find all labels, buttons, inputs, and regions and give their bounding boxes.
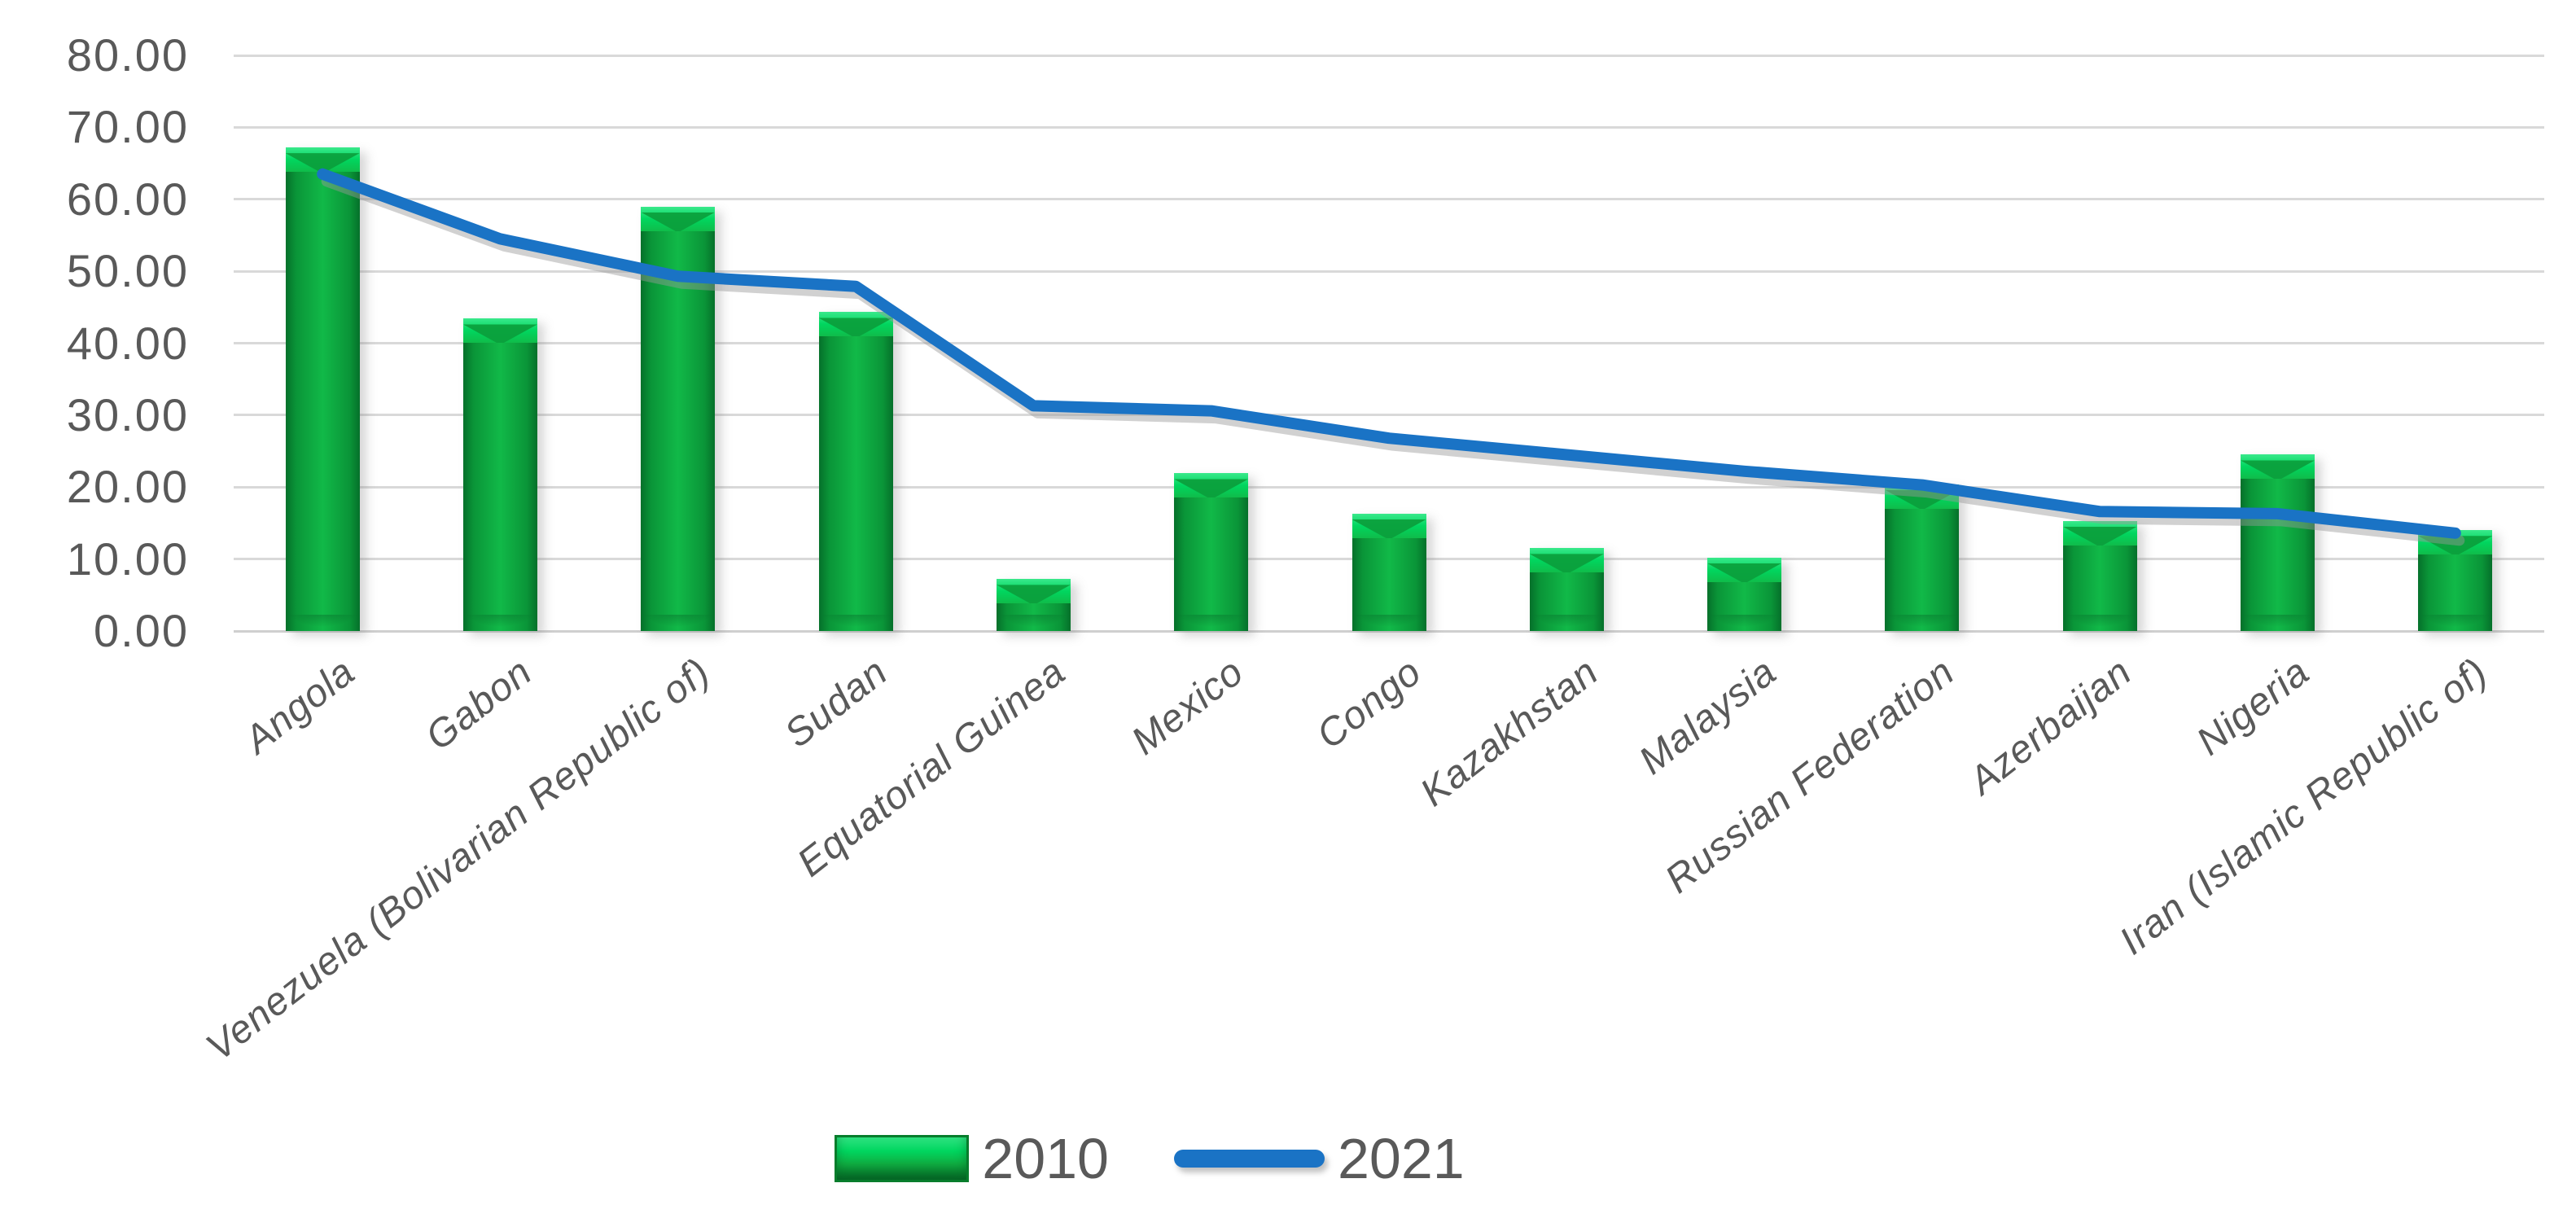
bar-top-bevel: [818, 312, 893, 337]
gridline-40.00: [234, 342, 2544, 344]
bar-azerbaijan: [2062, 520, 2137, 631]
bar-top-bevel: [1352, 513, 1426, 538]
bar-malaysia: [1707, 557, 1782, 631]
bar-nigeria: [2241, 454, 2315, 631]
bar-bottom-bevel: [1529, 614, 1604, 631]
bar-iran-islamic-republic-of: [2418, 530, 2493, 631]
bar-bottom-bevel: [1352, 614, 1426, 631]
bar-angola: [285, 147, 360, 631]
bar-top-bevel: [996, 579, 1071, 604]
y-axis-tick-label: 40.00: [66, 317, 189, 369]
y-axis-tick-label: 70.00: [66, 101, 189, 153]
bar-gabon: [462, 318, 537, 631]
bar-congo: [1352, 513, 1426, 631]
bar-top-bevel: [2062, 520, 2137, 546]
legend-label-2021: 2021: [1338, 1127, 1465, 1190]
bar-bottom-bevel: [2062, 614, 2137, 631]
gridline-80.00: [234, 54, 2544, 57]
gridline-60.00: [234, 198, 2544, 201]
bar-bottom-bevel: [818, 614, 893, 631]
y-axis-tick-label: 30.00: [66, 388, 189, 440]
y-axis-tick-label: 80.00: [66, 29, 189, 81]
trend-line-2021: [317, 168, 2461, 539]
legend: 2010 2021: [0, 1130, 2438, 1187]
bar-mexico: [1174, 473, 1249, 631]
gridline-70.00: [234, 125, 2544, 129]
y-axis-tick-label: 10.00: [66, 532, 189, 585]
legend-swatch-2010-bar: [835, 1135, 970, 1182]
bar-bottom-bevel: [641, 614, 716, 631]
legend-label-2010: 2010: [982, 1127, 1109, 1190]
legend-swatch-2021-line: [1174, 1150, 1325, 1168]
y-axis-tick-label: 60.00: [66, 173, 189, 225]
bar-top-bevel: [462, 318, 537, 344]
bar-bottom-bevel: [1707, 614, 1782, 631]
bar-top-bevel: [641, 206, 716, 231]
bar-bottom-bevel: [1885, 614, 1960, 631]
bar-bottom-bevel: [462, 614, 537, 631]
bar-bottom-bevel: [2241, 614, 2315, 631]
bar-bottom-bevel: [996, 614, 1071, 631]
gridline-30.00: [234, 414, 2544, 417]
y-axis-tick-label: 50.00: [66, 245, 189, 297]
y-axis-tick-label: 20.00: [66, 461, 189, 513]
bar-top-bevel: [1529, 548, 1604, 573]
gridline-20.00: [234, 485, 2544, 489]
bar-top-bevel: [285, 147, 360, 173]
bar-equatorial-guinea: [996, 579, 1071, 631]
bar-top-bevel: [2241, 454, 2315, 480]
gridline-50.00: [234, 269, 2544, 273]
bar-top-bevel: [1174, 473, 1249, 498]
bar-sudan: [818, 312, 893, 631]
gridline-0.00: [234, 629, 2544, 633]
bar-top-bevel: [1707, 557, 1782, 582]
bar-bottom-bevel: [1174, 614, 1249, 631]
bar-kazakhstan: [1529, 548, 1604, 631]
trend-line-shadow: [321, 176, 2465, 546]
y-axis-tick-label: 0.00: [94, 605, 189, 656]
bar-bottom-bevel: [285, 614, 360, 631]
bar-bottom-bevel: [2418, 614, 2493, 631]
